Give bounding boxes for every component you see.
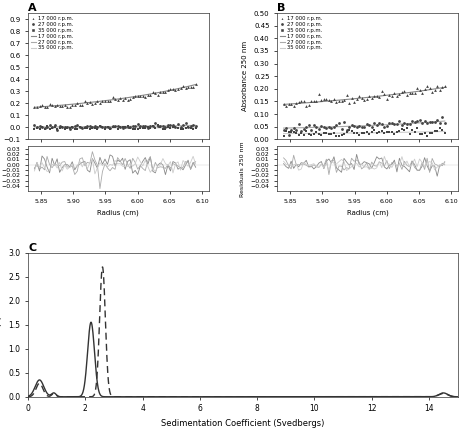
Y-axis label: Residuals 250 nm: Residuals 250 nm [240,141,245,197]
Legend: 17 000 r.p.m., 27 000 r.p.m., 35 000 r.p.m., 17 000 r.p.m., 27 000 r.p.m., 35 00: 17 000 r.p.m., 27 000 r.p.m., 35 000 r.p… [28,14,75,53]
Legend: 17 000 r.p.m., 27 000 r.p.m., 35 000 r.p.m., 17 000 r.p.m., 27 000 r.p.m., 35 00: 17 000 r.p.m., 27 000 r.p.m., 35 000 r.p… [278,14,324,53]
Y-axis label: Absorbance 250 nm: Absorbance 250 nm [242,41,248,111]
X-axis label: Radius (cm): Radius (cm) [347,209,388,216]
Y-axis label: c (s): c (s) [0,316,3,334]
Text: B: B [277,3,285,13]
X-axis label: Sedimentation Coefficient (Svedbergs): Sedimentation Coefficient (Svedbergs) [161,419,325,428]
Text: A: A [28,3,36,13]
X-axis label: Radius (cm): Radius (cm) [98,209,139,216]
Text: C: C [28,242,36,252]
